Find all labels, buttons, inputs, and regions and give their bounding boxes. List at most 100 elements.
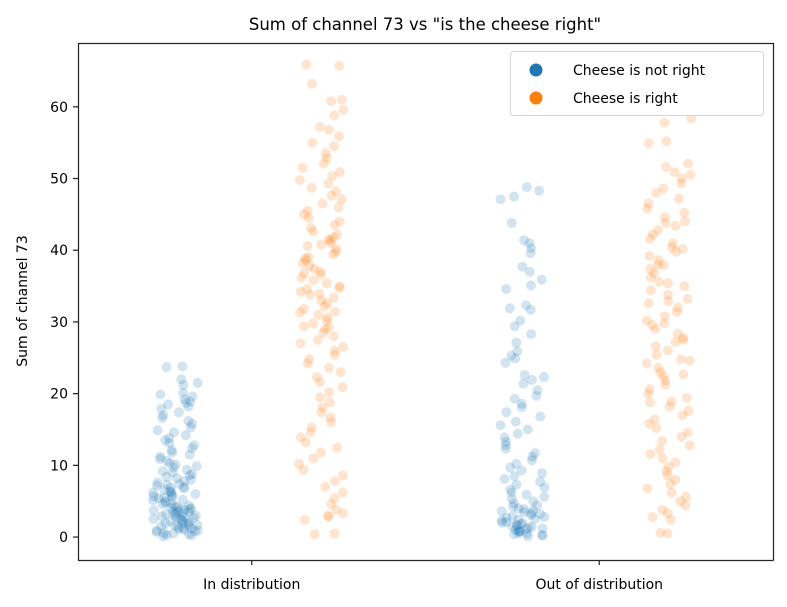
data-point: [177, 361, 188, 372]
data-point: [662, 470, 673, 481]
series-cheese-right: [293, 59, 696, 540]
data-point: [537, 468, 547, 479]
data-point: [155, 389, 166, 400]
data-point: [525, 248, 536, 259]
data-point: [519, 235, 530, 246]
data-point: [501, 436, 512, 447]
data-point: [162, 456, 173, 466]
data-point: [299, 321, 309, 332]
data-point: [655, 527, 666, 538]
data-point: [173, 524, 184, 535]
data-point: [495, 194, 506, 205]
data-point: [643, 298, 654, 309]
data-point: [183, 401, 194, 412]
y-tick-label: 30: [50, 315, 68, 331]
data-point: [505, 462, 516, 473]
data-point: [499, 432, 510, 443]
data-point: [157, 499, 168, 510]
data-point: [678, 369, 689, 380]
data-point: [312, 334, 323, 345]
data-point: [645, 272, 656, 283]
data-point: [154, 453, 165, 464]
data-point: [162, 479, 173, 490]
data-point: [333, 202, 344, 213]
data-point: [170, 507, 181, 518]
data-point: [179, 512, 190, 522]
data-point: [673, 193, 684, 204]
data-point: [676, 354, 687, 365]
data-point: [316, 269, 326, 280]
legend-marker-right: [529, 91, 543, 105]
axes-spines: [77, 42, 775, 562]
x-tick-label: In distribution: [203, 577, 300, 593]
data-point: [657, 436, 668, 446]
data-point: [662, 528, 673, 539]
data-point: [644, 397, 655, 408]
data-point: [496, 506, 507, 517]
data-point: [189, 440, 200, 451]
data-point: [306, 182, 317, 193]
data-point: [179, 394, 190, 405]
data-point: [309, 263, 320, 274]
data-point: [330, 476, 340, 487]
data-point: [295, 338, 306, 349]
data-point: [325, 412, 336, 423]
data-point: [336, 194, 347, 205]
data-point: [334, 283, 345, 294]
data-point: [156, 511, 167, 522]
data-point: [320, 481, 331, 492]
data-point: [299, 209, 310, 220]
data-point: [334, 281, 345, 292]
data-point: [525, 304, 536, 315]
data-point: [305, 427, 316, 438]
data-point: [314, 289, 325, 299]
data-point: [328, 292, 339, 303]
data-point: [338, 342, 349, 352]
data-point: [526, 375, 537, 385]
y-tick-label: 10: [50, 458, 68, 474]
data-point: [329, 528, 340, 539]
data-point: [644, 384, 655, 395]
data-point: [645, 285, 656, 296]
data-point: [679, 207, 690, 218]
data-point: [305, 289, 316, 300]
data-point: [516, 398, 527, 409]
data-point: [680, 500, 691, 511]
data-point: [676, 173, 687, 184]
data-point: [308, 226, 319, 237]
data-point: [530, 514, 540, 525]
data-point: [158, 527, 169, 538]
data-point: [509, 321, 520, 332]
data-point: [164, 438, 175, 449]
data-point: [661, 136, 672, 147]
data-point: [675, 496, 686, 507]
data-point: [157, 413, 168, 423]
data-point: [509, 529, 520, 540]
data-point: [308, 275, 319, 286]
data-point: [325, 235, 336, 246]
data-point: [501, 284, 512, 294]
data-point: [302, 284, 313, 294]
data-point: [166, 502, 177, 513]
data-point: [661, 162, 671, 173]
data-point: [186, 530, 197, 541]
data-point: [165, 486, 176, 497]
data-point: [305, 223, 316, 233]
data-point: [666, 487, 677, 498]
data-point: [664, 401, 675, 412]
data-point: [497, 517, 508, 528]
data-point: [157, 466, 168, 477]
data-point: [511, 479, 522, 490]
data-point: [535, 411, 546, 422]
data-point: [500, 357, 511, 368]
data-point: [667, 238, 678, 249]
data-point: [680, 216, 691, 227]
data-point: [183, 519, 194, 530]
data-point: [297, 258, 308, 269]
data-point: [304, 261, 315, 271]
data-point: [513, 503, 524, 514]
data-point: [658, 371, 669, 382]
data-point: [151, 480, 162, 491]
data-point: [526, 280, 536, 291]
